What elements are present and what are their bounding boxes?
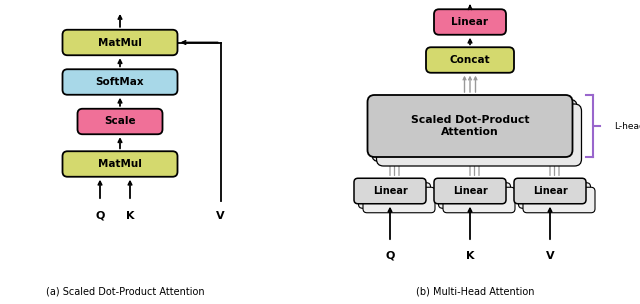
- FancyBboxPatch shape: [438, 183, 511, 208]
- Text: (b) Multi-Head Attention: (b) Multi-Head Attention: [416, 286, 534, 296]
- Text: K: K: [466, 251, 474, 261]
- FancyBboxPatch shape: [63, 69, 177, 95]
- FancyBboxPatch shape: [77, 109, 163, 134]
- FancyBboxPatch shape: [358, 183, 431, 208]
- Text: SoftMax: SoftMax: [96, 77, 144, 87]
- FancyBboxPatch shape: [443, 187, 515, 213]
- Text: MatMul: MatMul: [98, 37, 142, 47]
- Text: V: V: [546, 251, 554, 261]
- Text: (a) Scaled Dot-Product Attention: (a) Scaled Dot-Product Attention: [45, 286, 204, 296]
- Text: MatMul: MatMul: [98, 159, 142, 169]
- FancyBboxPatch shape: [354, 178, 426, 204]
- Text: Q: Q: [385, 251, 395, 261]
- FancyBboxPatch shape: [426, 47, 514, 73]
- Text: Linear: Linear: [452, 186, 488, 196]
- Text: Concat: Concat: [450, 55, 490, 65]
- FancyBboxPatch shape: [434, 9, 506, 35]
- Text: Linear: Linear: [372, 186, 408, 196]
- FancyBboxPatch shape: [63, 30, 177, 55]
- Text: L-heads: L-heads: [614, 122, 640, 130]
- FancyBboxPatch shape: [514, 178, 586, 204]
- FancyBboxPatch shape: [523, 187, 595, 213]
- Text: Q: Q: [95, 211, 105, 221]
- FancyBboxPatch shape: [367, 95, 573, 157]
- FancyBboxPatch shape: [372, 99, 577, 161]
- FancyBboxPatch shape: [518, 183, 591, 208]
- Text: Scaled Dot-Product
Attention: Scaled Dot-Product Attention: [411, 115, 529, 137]
- Text: V: V: [216, 211, 225, 221]
- FancyBboxPatch shape: [376, 104, 582, 166]
- FancyBboxPatch shape: [434, 178, 506, 204]
- FancyBboxPatch shape: [363, 187, 435, 213]
- Text: K: K: [125, 211, 134, 221]
- Text: Linear: Linear: [532, 186, 568, 196]
- Text: Scale: Scale: [104, 116, 136, 126]
- FancyBboxPatch shape: [63, 151, 177, 177]
- Text: Linear: Linear: [451, 17, 488, 27]
